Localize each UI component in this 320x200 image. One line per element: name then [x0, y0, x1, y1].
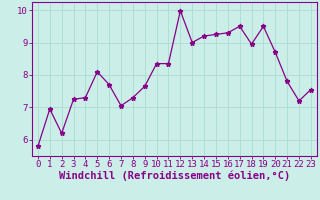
X-axis label: Windchill (Refroidissement éolien,°C): Windchill (Refroidissement éolien,°C) — [59, 171, 290, 181]
